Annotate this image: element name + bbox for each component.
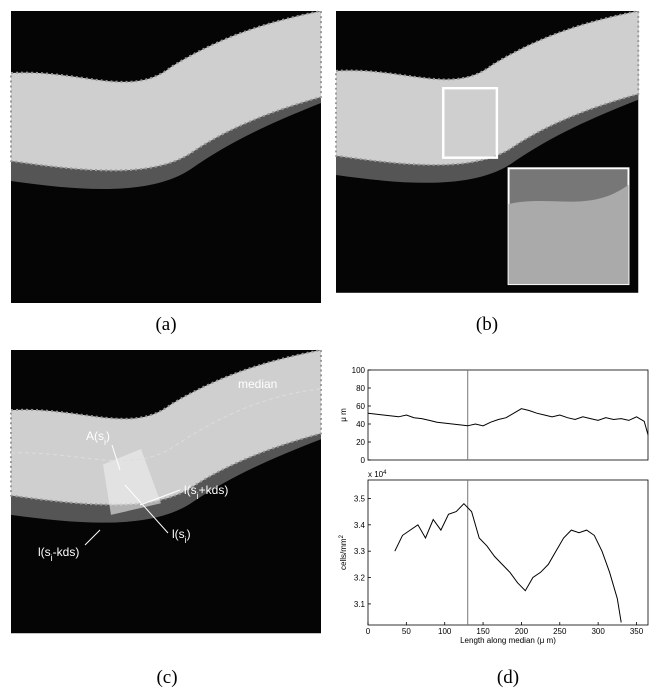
image-a	[10, 10, 322, 304]
y-tick-label: 80	[356, 384, 365, 393]
x-tick-label: 200	[515, 627, 529, 636]
image-b	[335, 10, 640, 294]
x-tick-label: 0	[366, 627, 371, 636]
annotation: l(si+kds)	[184, 483, 228, 501]
y-tick-label: 3.3	[354, 547, 366, 556]
text: l(s	[184, 483, 197, 497]
image-c-lines	[84, 444, 181, 546]
text: l(s	[38, 545, 51, 559]
x-tick-label: 350	[630, 627, 644, 636]
text: +kds)	[199, 483, 229, 497]
text: cells/mm	[339, 538, 348, 570]
y-tick-label: 3.4	[354, 521, 366, 530]
annotation: A(si)	[86, 429, 110, 447]
text: x 10	[368, 470, 384, 479]
y-tick-label: 40	[356, 420, 365, 429]
superscript: 2	[339, 534, 345, 538]
subscript: i	[104, 437, 106, 447]
image-c	[10, 349, 322, 635]
panel-label: (b)	[476, 314, 498, 335]
plot-frame	[367, 369, 649, 461]
x-tick-label: 50	[402, 627, 411, 636]
superscript: 4	[383, 470, 387, 476]
y-axis-label: μ m	[339, 408, 348, 422]
text: -kds)	[53, 545, 80, 559]
y-tick-label: 3.2	[354, 574, 366, 583]
y-tick-label: 20	[356, 438, 365, 447]
subscript: i	[185, 535, 187, 545]
annotation: l(si-kds)	[38, 545, 79, 563]
subscript: i	[51, 553, 53, 563]
panel-label: (d)	[497, 667, 519, 688]
x-axis-label: Length along median (μ m)	[460, 636, 556, 645]
y-tick-label: 100	[352, 366, 366, 375]
text: )	[187, 527, 191, 541]
axis-multiplier: x 104	[368, 470, 387, 479]
y-tick-label: 3.5	[354, 494, 366, 503]
panel-label: (c)	[156, 667, 177, 688]
x-tick-label: 300	[591, 627, 605, 636]
x-tick-label: 150	[476, 627, 490, 636]
x-tick-label: 250	[553, 627, 567, 636]
text: μ m	[339, 408, 348, 422]
annotation: median	[238, 377, 277, 391]
plot-frame	[367, 479, 649, 626]
data-line	[394, 502, 622, 623]
y-tick-label: 3.1	[354, 600, 366, 609]
annotation: l(si)	[172, 527, 191, 545]
panel-label: (a)	[155, 314, 176, 335]
text: l(s	[172, 527, 185, 541]
y-tick-label: 0	[361, 456, 366, 465]
y-axis-label: cells/mm2	[339, 534, 348, 570]
x-tick-label: 100	[438, 627, 452, 636]
subscript: i	[197, 491, 199, 501]
data-line	[367, 408, 649, 435]
y-tick-label: 60	[356, 402, 365, 411]
text: A(s	[86, 429, 104, 443]
text: )	[106, 429, 110, 443]
